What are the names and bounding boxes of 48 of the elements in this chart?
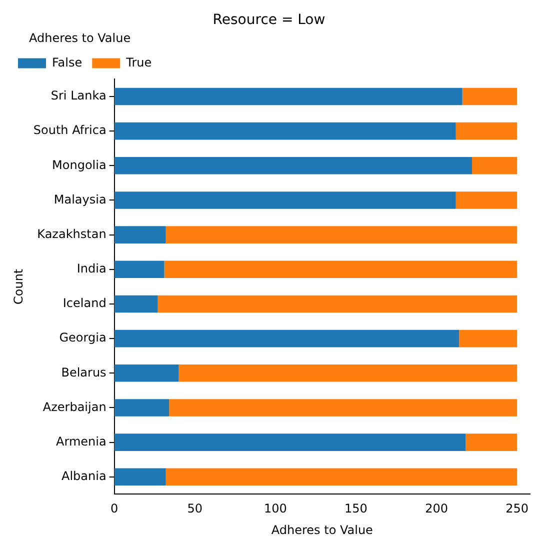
bar — [456, 192, 518, 209]
y-tick-label: Kazakhstan — [37, 226, 106, 241]
bar — [459, 330, 518, 348]
bar — [166, 226, 518, 244]
bar — [158, 295, 518, 313]
bar — [466, 434, 518, 451]
y-tick-label: India — [76, 262, 106, 276]
legend-label: False — [52, 55, 82, 70]
bar — [472, 157, 518, 174]
bar — [462, 88, 518, 106]
y-tick-label: Iceland — [62, 296, 106, 310]
legend-title: Adheres to Value — [29, 30, 131, 45]
bar — [166, 468, 518, 486]
bar — [114, 122, 456, 140]
legend-label: True — [125, 55, 152, 70]
bar — [114, 226, 166, 244]
chart-title: Resource = Low — [212, 12, 326, 28]
y-tick-label: Azerbaijan — [42, 400, 106, 414]
bar — [114, 88, 462, 106]
bar — [114, 330, 460, 348]
bar — [164, 260, 518, 278]
bar — [114, 434, 466, 451]
x-tick-label: 200 — [425, 502, 448, 516]
y-tick-label: Malaysia — [54, 192, 106, 206]
bar — [114, 295, 158, 313]
x-tick-label: 0 — [110, 502, 118, 516]
y-tick-label: Mongolia — [52, 158, 106, 172]
y-tick-label: Belarus — [61, 365, 106, 380]
y-tick-label: Albania — [62, 469, 106, 484]
x-tick-label: 50 — [187, 502, 203, 516]
y-axis-title: Count — [11, 268, 26, 305]
y-tick-label: Armenia — [56, 434, 106, 448]
bar — [178, 364, 518, 382]
bar — [456, 122, 518, 140]
y-tick-label: Georgia — [59, 330, 106, 345]
y-tick-label: Sri Lanka — [50, 88, 106, 103]
y-tick-label: South Africa — [33, 123, 106, 138]
bar — [114, 468, 166, 486]
x-tick-label: 150 — [344, 502, 368, 516]
bar — [114, 364, 179, 382]
x-tick-label: 100 — [264, 502, 287, 516]
bar — [114, 260, 164, 278]
x-tick-label: 250 — [506, 502, 529, 516]
bar — [114, 157, 472, 174]
bar — [114, 399, 170, 416]
x-axis-title: Adheres to Value — [271, 522, 373, 537]
bar — [169, 399, 518, 416]
bar — [114, 192, 456, 209]
